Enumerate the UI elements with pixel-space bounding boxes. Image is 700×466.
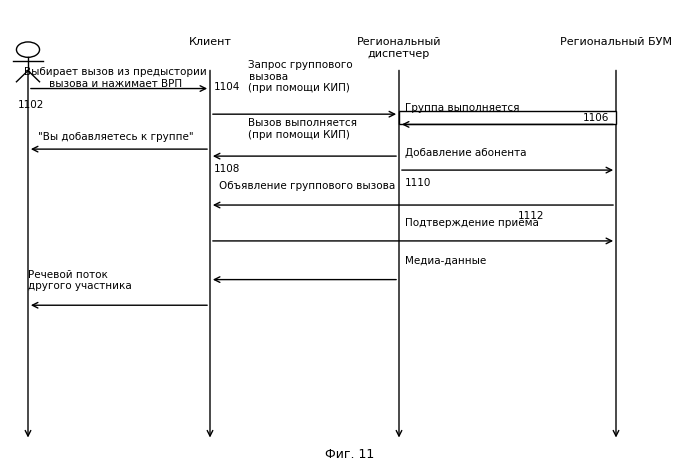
- Text: Фиг. 11: Фиг. 11: [326, 448, 374, 461]
- Bar: [399, 111, 616, 124]
- Text: 1102: 1102: [18, 100, 44, 110]
- Text: "Вы добавляетесь к группе": "Вы добавляетесь к группе": [38, 132, 193, 142]
- Text: вызова и нажимает ВРП: вызова и нажимает ВРП: [49, 80, 182, 89]
- Text: Подтверждение приема: Подтверждение приема: [405, 219, 538, 228]
- Text: Клиент: Клиент: [188, 37, 232, 47]
- Text: 1110: 1110: [405, 178, 431, 188]
- Text: Региональный БУМ: Региональный БУМ: [560, 37, 672, 47]
- Text: 1104: 1104: [214, 82, 240, 91]
- Text: Региональный
диспетчер: Региональный диспетчер: [357, 37, 441, 59]
- Text: Добавление абонента: Добавление абонента: [405, 148, 526, 158]
- Text: Группа выполняется: Группа выполняется: [405, 103, 519, 113]
- Text: Медиа-данные: Медиа-данные: [405, 256, 486, 266]
- Text: Речевой поток
другого участника: Речевой поток другого участника: [28, 270, 132, 291]
- Text: Вызов выполняется
(при помощи КИП): Вызов выполняется (при помощи КИП): [248, 118, 358, 140]
- Text: Запрос группового
вызова
(при помощи КИП): Запрос группового вызова (при помощи КИП…: [248, 60, 353, 93]
- Text: Выбирает вызов из предыстории: Выбирает вызов из предыстории: [24, 67, 207, 77]
- Text: 1106: 1106: [582, 113, 609, 123]
- Text: 1108: 1108: [214, 164, 240, 174]
- Text: 1112: 1112: [518, 211, 545, 220]
- Text: Объявление группового вызова: Объявление группового вызова: [219, 181, 395, 191]
